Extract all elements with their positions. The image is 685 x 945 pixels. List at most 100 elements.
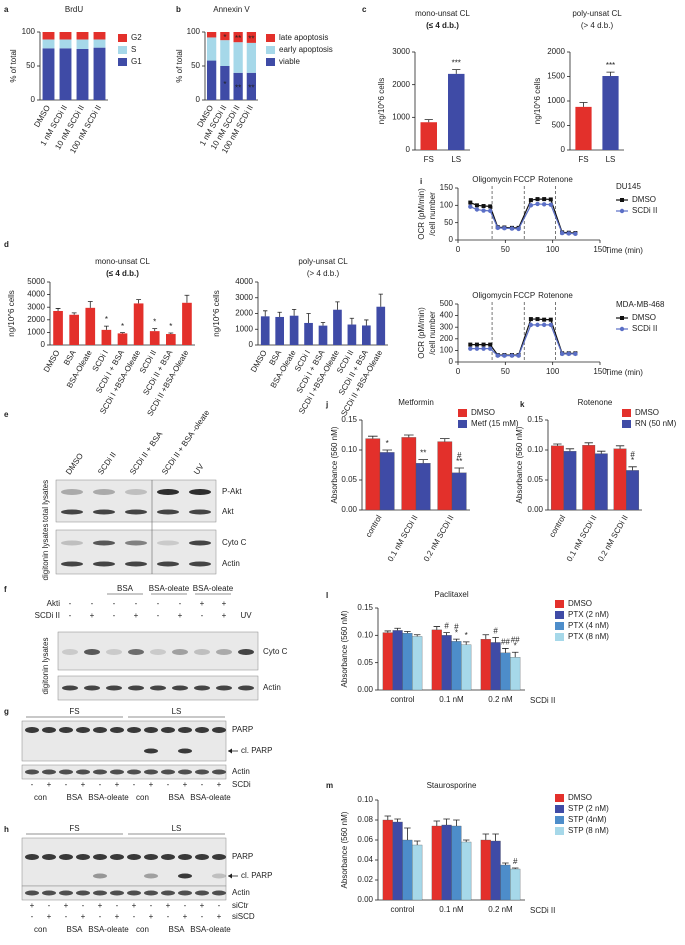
blot-band — [238, 685, 254, 691]
row-label: SCDi — [232, 780, 251, 789]
blot-band — [61, 561, 83, 567]
error-bar — [606, 71, 615, 77]
y-axis-label: /cell number — [428, 311, 437, 355]
point — [573, 231, 578, 236]
blot-band — [42, 727, 56, 733]
treatment-sign: - — [116, 901, 119, 910]
x-tick-label: 0.1 nM — [439, 905, 464, 914]
bar — [480, 639, 491, 691]
blot-band — [61, 509, 83, 515]
y-tick-label: 300 — [440, 322, 454, 331]
y-tick-label: 1000 — [235, 324, 253, 333]
point — [535, 322, 540, 328]
y-tick-label: 4000 — [27, 290, 45, 299]
x-tick-label: 0.2 nM SCDi II — [596, 514, 630, 564]
blot-band — [157, 540, 179, 546]
error-bar — [384, 630, 392, 633]
treatment-sign: + — [217, 912, 222, 921]
treatment-sign: - — [99, 912, 102, 921]
x-tick-label: DMSO — [249, 349, 269, 374]
bar — [451, 641, 462, 691]
blot-band — [93, 890, 107, 896]
error-bar — [378, 293, 383, 307]
y-tick-label: 0.10 — [527, 445, 543, 454]
error-bar — [394, 627, 401, 631]
blot-band — [106, 649, 122, 655]
injection-label: FCCP — [513, 291, 535, 300]
bar — [500, 652, 511, 691]
legend-swatch — [555, 805, 564, 813]
bar — [392, 630, 403, 691]
treatment-sign: + — [81, 912, 86, 921]
legend-label: SCDi II — [632, 206, 657, 215]
treatment-sign: - — [69, 611, 72, 620]
y-tick-label: 0 — [41, 340, 46, 349]
blot-strip — [55, 479, 217, 523]
x-tick-label: 0.1 nM SCDi II — [565, 514, 599, 564]
point — [481, 204, 486, 209]
point — [528, 317, 533, 322]
treatment-sign: - — [201, 611, 204, 620]
blot-band — [125, 509, 147, 515]
bar — [602, 76, 619, 150]
panel-label: l — [326, 591, 328, 600]
y-tick-label: 150 — [440, 183, 454, 192]
blot-band — [216, 685, 232, 691]
point — [509, 226, 515, 231]
treatment-sign: - — [201, 780, 204, 789]
error-bar — [615, 445, 625, 449]
legend-label: DMSO — [635, 408, 659, 417]
bar — [451, 825, 462, 901]
point — [535, 197, 540, 202]
legend-label: STP (4nM) — [568, 815, 607, 824]
point — [548, 197, 553, 202]
significance: * — [386, 439, 389, 448]
point — [468, 200, 473, 205]
error-bar — [168, 332, 174, 335]
error-bar — [628, 466, 637, 471]
treatment-sign: - — [65, 780, 68, 789]
blot-band — [127, 854, 141, 860]
blot-band — [110, 769, 124, 775]
y-tick-label: 0.00 — [357, 895, 373, 904]
blot-band — [84, 649, 100, 655]
point — [502, 353, 507, 358]
bar — [550, 445, 564, 511]
blot-band — [42, 854, 56, 860]
bar — [451, 472, 467, 511]
band-label: cl. PARP — [241, 871, 272, 880]
legend-swatch — [458, 409, 467, 417]
y-tick-label: 0 — [249, 340, 254, 349]
bar — [448, 73, 465, 150]
blot-band — [212, 873, 226, 879]
chart-subtitle: (> 4 d.b.) — [307, 269, 340, 278]
x-axis-label: SCDi II — [530, 696, 555, 705]
treatment-sign: + — [98, 901, 103, 910]
blot-band — [61, 540, 83, 546]
treatment-sign: + — [149, 780, 154, 789]
bar — [412, 844, 423, 901]
panel-label: m — [326, 781, 333, 790]
point — [509, 353, 515, 358]
y-tick-label: 3000 — [27, 302, 45, 311]
blot-band — [93, 727, 107, 733]
group-label: con — [34, 793, 47, 802]
treatment-sign: - — [157, 599, 160, 608]
treatment-sign: - — [99, 780, 102, 789]
row-label: SCDi II — [35, 611, 60, 620]
bar-segment — [42, 48, 55, 100]
significance: ** — [248, 35, 254, 44]
treatment-sign: + — [222, 611, 227, 620]
error-bar — [433, 820, 441, 826]
blot-band — [195, 727, 209, 733]
error-bar — [413, 634, 421, 637]
y-tick-label: 100 — [440, 346, 454, 355]
band-label: Actin — [263, 683, 281, 692]
error-bar — [418, 459, 428, 464]
error-bar — [277, 311, 282, 317]
bar-segment — [206, 32, 217, 38]
treatment-sign: - — [48, 901, 51, 910]
cell-line-label: LS — [172, 824, 182, 833]
blot-band — [178, 854, 192, 860]
bar-segment — [93, 39, 106, 48]
